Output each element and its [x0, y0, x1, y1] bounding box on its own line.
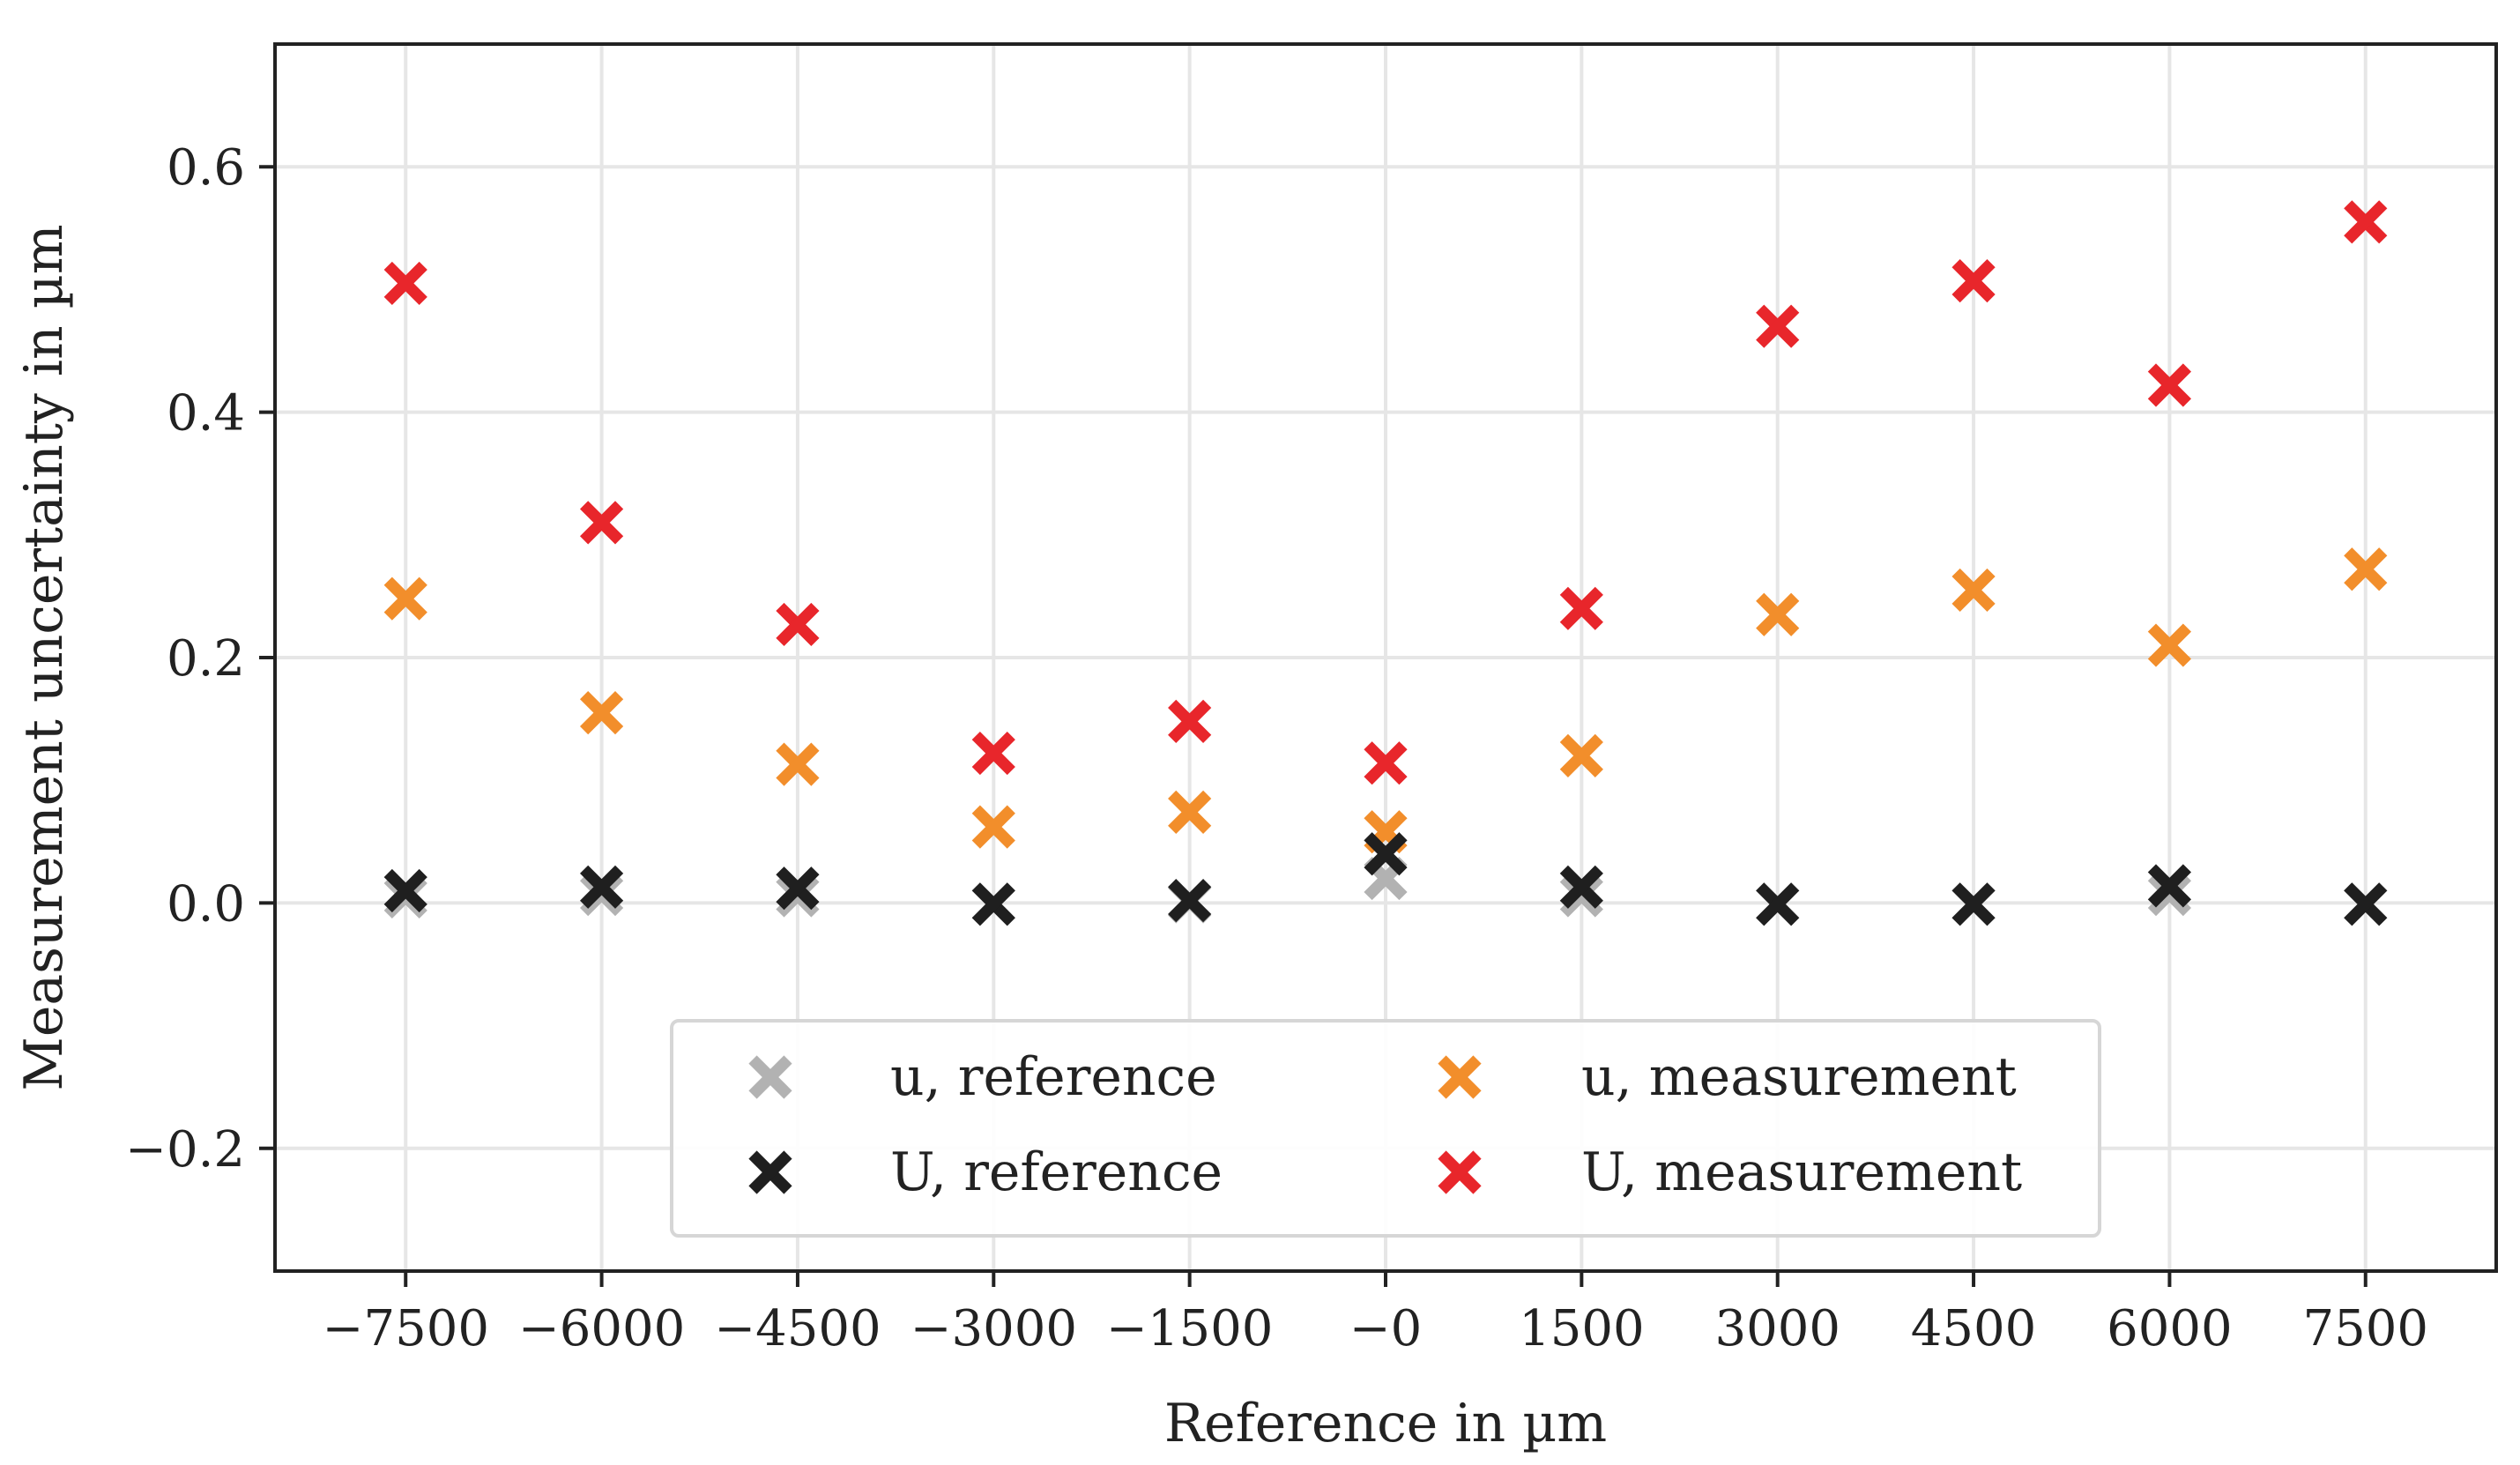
point-u-reference — [1559, 865, 1603, 909]
point-u-measurement — [1951, 568, 1996, 613]
y-tick-label: 0.0 — [167, 875, 245, 933]
legend-marker — [748, 1150, 792, 1194]
legend-marker — [748, 1055, 792, 1099]
x-tick-label: −1500 — [1106, 1300, 1273, 1357]
point-u-measurement — [2344, 547, 2388, 591]
legend-label: u, measurement — [1581, 1046, 2017, 1108]
x-tick-label: 3000 — [1714, 1300, 1840, 1357]
x-tick-label: −7500 — [323, 1300, 489, 1357]
point-u-measurement — [971, 731, 1015, 776]
point-u-measurement — [579, 501, 624, 545]
point-u-reference — [776, 866, 820, 911]
x-tick-label: 6000 — [2107, 1300, 2233, 1357]
point-u-measurement — [1364, 741, 1408, 785]
x-tick-label: 7500 — [2303, 1300, 2429, 1357]
point-u-reference — [383, 868, 427, 913]
point-u-measurement — [776, 742, 820, 786]
point-u-reference — [1951, 882, 1996, 926]
y-tick-label: 0.2 — [167, 630, 245, 688]
point-u-measurement — [776, 602, 820, 647]
legend: u, reference u, measurement U, reference U,… — [670, 1019, 2101, 1238]
point-u-measurement — [383, 261, 427, 306]
point-u-measurement — [383, 576, 427, 621]
x-tick-label: −4500 — [714, 1300, 881, 1357]
legend-label: U, measurement — [1581, 1142, 2022, 1203]
point-u-reference — [1168, 879, 1212, 923]
legend-marker — [1438, 1055, 1482, 1099]
point-u-reference — [579, 865, 624, 909]
point-u-measurement — [1756, 592, 1800, 636]
point-u-measurement — [971, 805, 1015, 849]
x-tick-label: −6000 — [518, 1300, 685, 1357]
point-u-reference — [971, 882, 1015, 926]
point-u-reference — [1364, 832, 1408, 876]
point-u-reference — [2147, 864, 2192, 908]
x-axis-label: Reference in µm — [1164, 1393, 1607, 1454]
point-u-measurement — [1951, 259, 1996, 303]
x-tick-label: −0 — [1349, 1300, 1423, 1357]
point-u-measurement — [2147, 363, 2192, 407]
point-u-measurement — [2147, 623, 2192, 667]
point-u-reference — [1559, 874, 1603, 918]
legend-label: u, reference — [890, 1046, 1217, 1108]
point-u-reference — [2147, 873, 2192, 917]
point-u-measurement — [1756, 304, 1800, 348]
legend-label: U, reference — [890, 1142, 1223, 1203]
data-marks — [383, 200, 2388, 926]
y-tick-label: 0.6 — [167, 139, 245, 197]
point-u-measurement — [1559, 733, 1603, 777]
point-u-measurement — [2344, 200, 2388, 244]
axis-ticks: −7500 −6000 −4500 −3000 −1500 −0 1500 3000 4500 6… — [125, 139, 2428, 1357]
point-u-measurement — [579, 691, 624, 735]
point-u-measurement — [1559, 586, 1603, 630]
y-axis-label: Measurement uncertainty in µm — [13, 224, 75, 1090]
point-u-reference — [2344, 882, 2388, 926]
x-tick-label: −3000 — [911, 1300, 1077, 1357]
x-tick-label: 1500 — [1519, 1300, 1645, 1357]
point-u-measurement — [1168, 699, 1212, 743]
legend-marker — [1438, 1150, 1482, 1194]
y-tick-label: −0.2 — [125, 1121, 245, 1179]
y-tick-label: 0.4 — [167, 385, 245, 442]
x-tick-label: 4500 — [1911, 1300, 2037, 1357]
legend-box — [670, 1019, 2101, 1238]
grid — [275, 44, 2496, 1271]
point-u-reference — [1756, 882, 1800, 926]
point-u-measurement — [1168, 790, 1212, 834]
